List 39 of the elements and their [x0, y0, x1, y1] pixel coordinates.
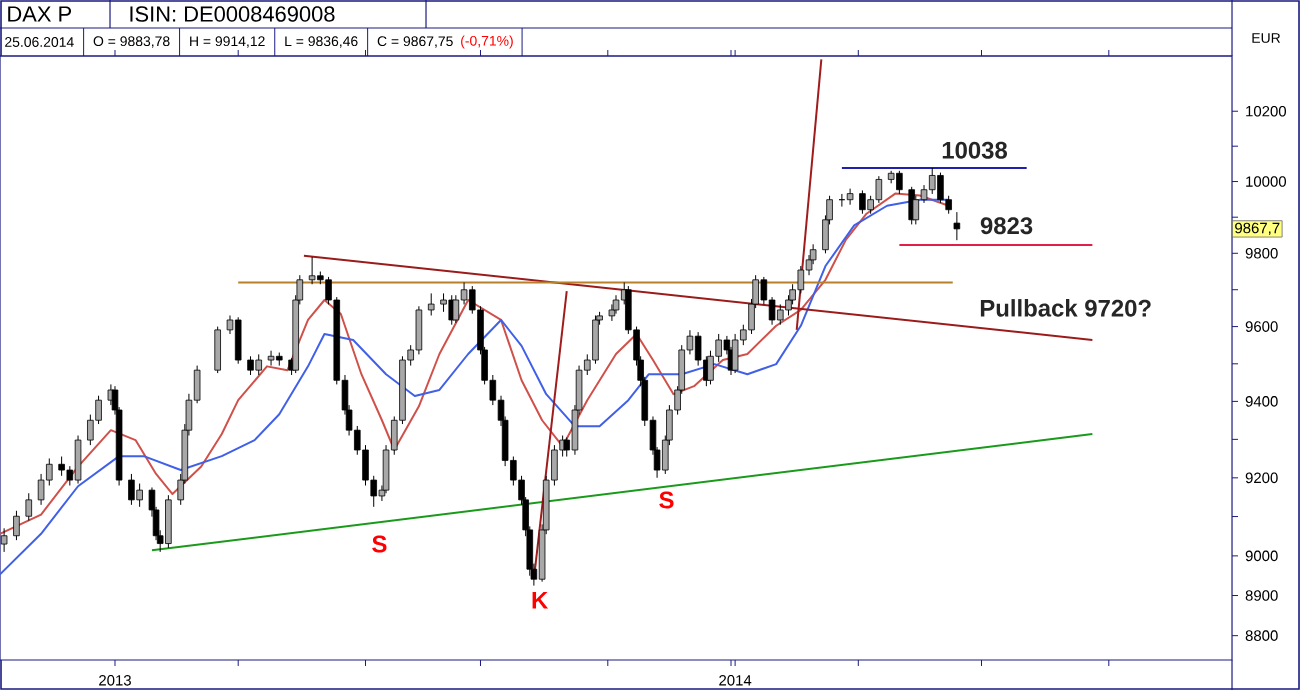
candlestick — [247, 355, 254, 376]
candlestick — [214, 326, 221, 374]
candlestick — [267, 350, 275, 367]
candlestick — [912, 195, 920, 225]
candlestick — [896, 170, 903, 195]
annotation: 9823 — [980, 217, 1033, 235]
candlestick — [731, 333, 739, 374]
candlestick — [427, 292, 435, 316]
annotation: S — [659, 491, 674, 509]
annotation: Pullback 9720? — [980, 299, 1151, 317]
candlestick — [777, 303, 784, 326]
candlestick — [953, 211, 961, 241]
annotation: K — [532, 591, 549, 609]
annotation: 10038 — [942, 141, 1008, 159]
candlestick — [13, 510, 20, 541]
candlestick — [937, 172, 944, 204]
candlestick — [797, 265, 805, 294]
candlestick — [255, 353, 262, 376]
candlestick — [308, 256, 316, 285]
candlestick — [165, 494, 172, 549]
candlestick — [875, 175, 883, 204]
candlestick — [452, 294, 460, 324]
candlestick — [136, 483, 143, 508]
candlestick — [25, 492, 33, 522]
candlestick — [234, 316, 242, 365]
candlestick — [58, 456, 65, 477]
candlestick — [846, 188, 854, 206]
candlestick — [128, 473, 135, 506]
chart-title: DAX P — [8, 6, 72, 22]
candlestick — [592, 314, 599, 365]
candlestick — [0, 527, 8, 553]
candlestick — [859, 189, 866, 215]
candlestick — [74, 435, 82, 485]
annotation: S — [372, 535, 387, 553]
candlestick — [415, 305, 423, 355]
chart-subtitle: ISIN: DE0008469008 — [130, 6, 335, 22]
candlestick — [440, 292, 447, 313]
candlestick — [928, 167, 936, 195]
candlestick — [612, 294, 620, 315]
